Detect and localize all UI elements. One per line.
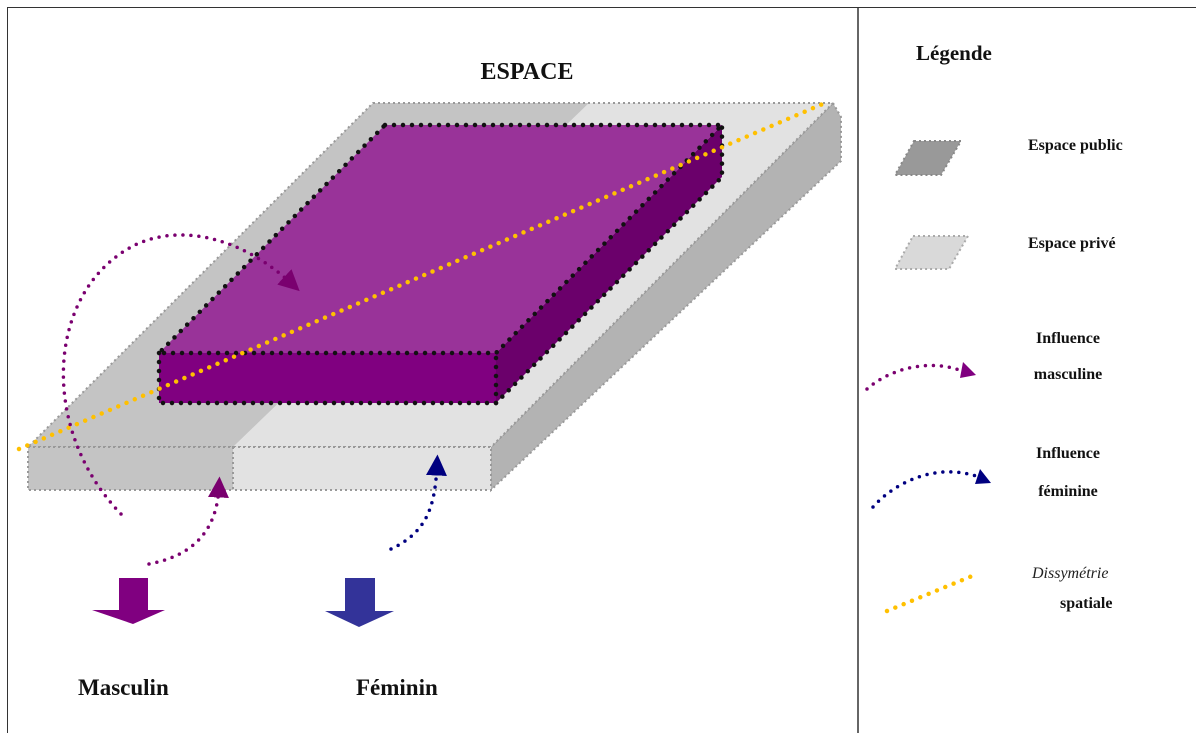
legend-public-label: Espace public [1028,137,1123,154]
masculin-down-arrow [92,578,165,624]
legend-masc-line1: Influence [1036,330,1100,347]
legend-fem-line1: Influence [1036,445,1100,462]
legend-dissym-line2: spatiale [1060,595,1112,612]
masculine-box-side [496,125,722,403]
private-space-front [232,446,492,491]
masculine-box-front [159,353,496,403]
slab-side-face [490,101,842,493]
diagram-title: ESPACE [481,59,574,85]
feminine-influence-arrow-icon [871,470,981,509]
legend-masc-line2: masculine [1034,366,1102,383]
public-space-front [27,446,234,491]
legend-fem-line2: féminine [1038,483,1098,500]
masculine-box [153,122,728,406]
feminin-down-arrow [325,578,394,627]
feminin-label: Féminin [356,675,438,700]
legend-title: Légende [916,41,992,65]
dissymmetry-line [16,100,828,452]
masculine-box-top [159,125,722,353]
legend-dissym-line1: Dissymétrie [1031,565,1108,582]
diagram-frame: ESPACE Masculin Féminin Légende Espace p… [7,7,1196,733]
masculine-influence-arrow-bottom [147,476,229,566]
masculin-label: Masculin [78,675,169,700]
dissymmetry-line-icon [884,571,980,614]
private-space-swatch-icon [893,235,970,270]
public-space-swatch-icon [893,140,963,176]
feminine-influence-arrow [389,454,447,551]
masculine-influence-arrow-icon [865,363,964,391]
diagram-canvas: ESPACE Masculin Féminin Légende Espace p… [7,7,1196,733]
legend-private-label: Espace privé [1028,235,1116,252]
